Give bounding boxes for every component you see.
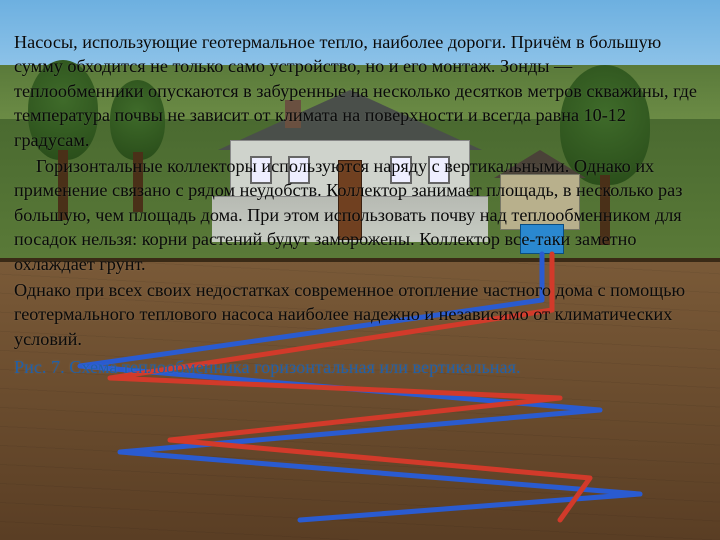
paragraph-2: Горизонтальные коллекторы используются н… bbox=[14, 154, 704, 276]
paragraph-3: Однако при всех своих недостатках соврем… bbox=[14, 278, 704, 351]
overlay-text: Насосы, использующие геотермальное тепло… bbox=[0, 0, 720, 540]
figure-caption: Рис. 7. Схема теплообменника горизонталь… bbox=[14, 355, 704, 379]
paragraph-1: Насосы, использующие геотермальное тепло… bbox=[14, 30, 704, 152]
